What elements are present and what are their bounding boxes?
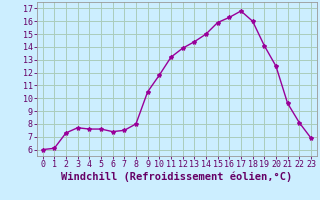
X-axis label: Windchill (Refroidissement éolien,°C): Windchill (Refroidissement éolien,°C) bbox=[61, 172, 292, 182]
